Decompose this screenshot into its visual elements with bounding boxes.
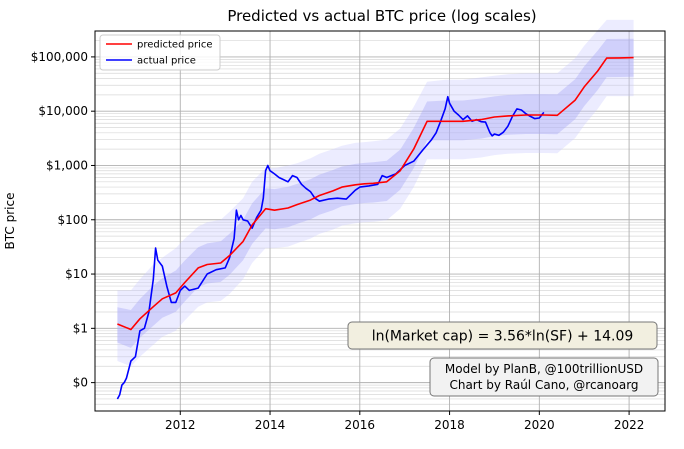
series-line-actual [116, 95, 545, 400]
series-lines [116, 56, 634, 400]
plot-frame [94, 30, 666, 412]
legend-label-predicted: predicted price [137, 40, 213, 51]
x-tick-label-0: 2012 [165, 418, 196, 432]
outer-band [117, 19, 634, 367]
y-tick-label-0: $0 [73, 376, 88, 390]
credits-annotation: Model by PlanB, @100trillionUSD Chart by… [429, 357, 659, 397]
y-axis-title: BTC price [3, 193, 17, 250]
legend-label-actual: actual price [137, 56, 196, 67]
y-axis: $0 $1 $10 $100 $1,000 $10,000 $100,000 [31, 50, 95, 390]
x-tick-label-4: 2020 [524, 418, 555, 432]
x-axis: 2012 2014 2016 2018 2020 2022 [165, 411, 644, 432]
y-tick-label-3: $100 [57, 213, 88, 227]
series-line-predicted [117, 56, 634, 331]
legend: predicted price actual price [99, 34, 221, 71]
x-tick-label-2: 2016 [345, 418, 376, 432]
formula-annotation: ln(Market cap) = 3.56*ln(SF) + 14.09 [347, 321, 658, 350]
chart-title: Predicted vs actual BTC price (log scale… [227, 7, 536, 25]
credits-box [429, 357, 659, 397]
x-tick-label-1: 2014 [255, 418, 286, 432]
y-tick-label-5: $10,000 [38, 104, 88, 118]
credit-model-text: Model by PlanB, @100trillionUSD [445, 362, 643, 376]
credit-chart-text: Chart by Raúl Cano, @rcanoarg [449, 378, 638, 392]
y-tick-label-1: $1 [73, 321, 88, 335]
formula-box [347, 321, 658, 350]
y-tick-label-6: $100,000 [31, 50, 88, 64]
y-tick-label-2: $10 [65, 267, 88, 281]
formula-text: ln(Market cap) = 3.56*ln(SF) + 14.09 [372, 329, 634, 345]
y-tick-label-4: $1,000 [46, 158, 88, 172]
x-tick-label-5: 2022 [614, 418, 645, 432]
x-tick-label-3: 2018 [434, 418, 465, 432]
